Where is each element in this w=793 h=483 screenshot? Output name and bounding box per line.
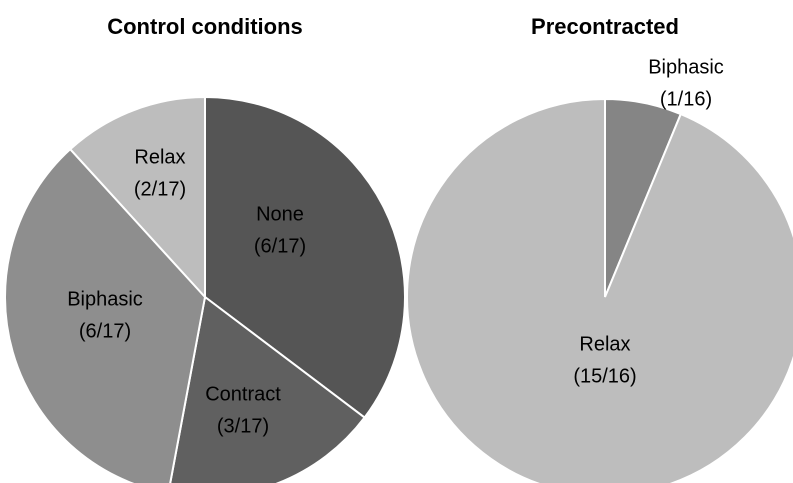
slice-value-label: (15/16) [573, 365, 636, 387]
chart-title: Precontracted [531, 14, 679, 39]
slice-value-label: (6/17) [79, 320, 131, 342]
slice-label: Biphasic [67, 288, 143, 310]
slice-value-label: (6/17) [254, 235, 306, 257]
slice-label: Biphasic [648, 56, 724, 78]
slice-value-label: (1/16) [660, 88, 712, 110]
pie-slice [4, 147, 207, 483]
pie-slice [169, 295, 367, 483]
chart-title: Control conditions [107, 14, 303, 39]
slice-value-label: (3/17) [217, 415, 269, 437]
slice-label: Relax [134, 146, 185, 168]
pie-slice [406, 97, 793, 483]
pie-slice [68, 95, 206, 300]
slice-label: Contract [205, 383, 281, 405]
pie-slice [204, 95, 406, 419]
slice-label: Relax [579, 333, 630, 355]
slice-value-label: (2/17) [134, 178, 186, 200]
slice-label: None [256, 203, 304, 225]
